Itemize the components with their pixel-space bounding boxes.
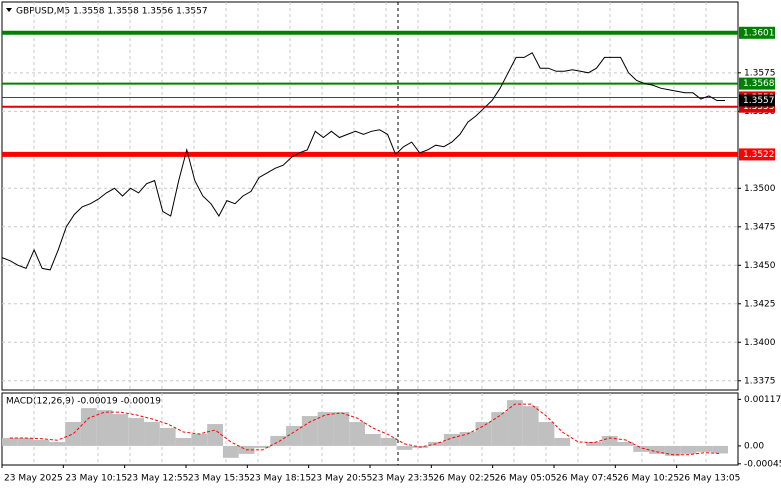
macd-bar	[49, 441, 66, 446]
x-tick-label: 26 May 10:25	[617, 474, 679, 484]
level-label: 1.3568	[743, 79, 775, 89]
x-tick-label: 23 May 20:55	[311, 474, 373, 484]
macd-bar	[664, 445, 681, 456]
level-label-box	[739, 77, 775, 90]
menu-arrow	[6, 8, 12, 12]
macd-bar	[112, 414, 129, 446]
level-label-box	[739, 26, 775, 39]
y-tick-label: 1.3425	[744, 299, 776, 309]
chart-title: GBPUSD,M5 1.3558 1.3558 1.3556 1.3557	[16, 7, 208, 17]
macd-bar	[17, 437, 34, 446]
macd-bar	[333, 412, 350, 446]
level-label: 1.3553	[743, 102, 775, 112]
macd-bar	[696, 445, 713, 452]
y-tick-label: 1.3475	[744, 222, 776, 232]
y-tick-label: 1.3500	[744, 184, 776, 194]
macd-bar	[80, 408, 97, 446]
x-tick-label: 26 May 07:45	[556, 474, 618, 484]
y-tick-label: 1.3450	[744, 261, 776, 271]
macd-bar	[191, 433, 208, 446]
macd-bar	[680, 445, 697, 454]
macd-bar	[712, 445, 728, 454]
y-tick-label: 1.3375	[744, 376, 776, 386]
x-tick-label: 26 May 13:05	[679, 474, 741, 484]
macd-bar	[380, 437, 397, 446]
macd-bar	[365, 433, 381, 446]
macd-bar	[254, 445, 271, 448]
y-tick-label: 0.00	[744, 441, 764, 451]
macd-bar	[649, 445, 665, 454]
y-tick-label: -0.00045	[744, 459, 781, 469]
x-tick-label: 23 May 10:15	[65, 474, 127, 484]
macd-bar	[270, 435, 287, 446]
price-label: 1.3557	[743, 96, 775, 106]
macd-bar	[349, 422, 365, 446]
x-tick-label: 26 May 02:25	[433, 474, 495, 484]
macd-bar	[538, 422, 555, 446]
macd-bar	[96, 410, 113, 446]
x-tick-label: 26 May 05:05	[495, 474, 557, 484]
macd-bar	[159, 428, 176, 446]
price-line	[1, 52, 725, 271]
price-label-box	[739, 94, 775, 107]
macd-bar	[475, 422, 492, 446]
macd-title: MACD(12,26,9) -0.00019 -0.00019	[6, 397, 161, 407]
macd-bar	[585, 441, 602, 446]
macd-bar	[554, 437, 571, 446]
macd-bar	[601, 435, 618, 446]
macd-bar	[286, 426, 302, 446]
macd-bar	[222, 445, 239, 458]
macd-bar	[522, 406, 539, 446]
macd-bar	[301, 416, 318, 446]
macd-bar	[443, 433, 460, 446]
x-tick-label: 23 May 12:55	[127, 474, 189, 484]
macd-bar	[317, 412, 334, 446]
macd-bar	[128, 418, 145, 446]
macd-bar	[2, 437, 18, 446]
macd-bar	[507, 400, 523, 446]
x-tick-label: 23 May 23:35	[372, 474, 434, 484]
macd-bar	[633, 445, 650, 452]
level-label: 1.3522	[743, 150, 775, 160]
macd-bar	[491, 412, 508, 446]
level-label: 1.3601	[743, 28, 775, 38]
y-tick-label: 1.3400	[744, 338, 776, 348]
x-tick-label: 23 May 2025	[4, 474, 63, 484]
macd-bar	[396, 445, 413, 450]
macd-bar	[617, 441, 634, 446]
level-label-box	[739, 148, 775, 161]
y-tick-label: 0.00117	[744, 395, 781, 405]
macd-signal	[9, 403, 721, 456]
macd-bar	[65, 422, 81, 446]
x-tick-label: 23 May 18:15	[249, 474, 311, 484]
macd-bar	[33, 439, 50, 446]
price-panel	[1, 1, 739, 391]
macd-bar	[207, 424, 223, 446]
y-tick-label: 1.3575	[744, 68, 776, 78]
macd-bar	[175, 437, 192, 446]
x-tick-label: 23 May 15:35	[188, 474, 250, 484]
macd-bar	[144, 422, 160, 446]
